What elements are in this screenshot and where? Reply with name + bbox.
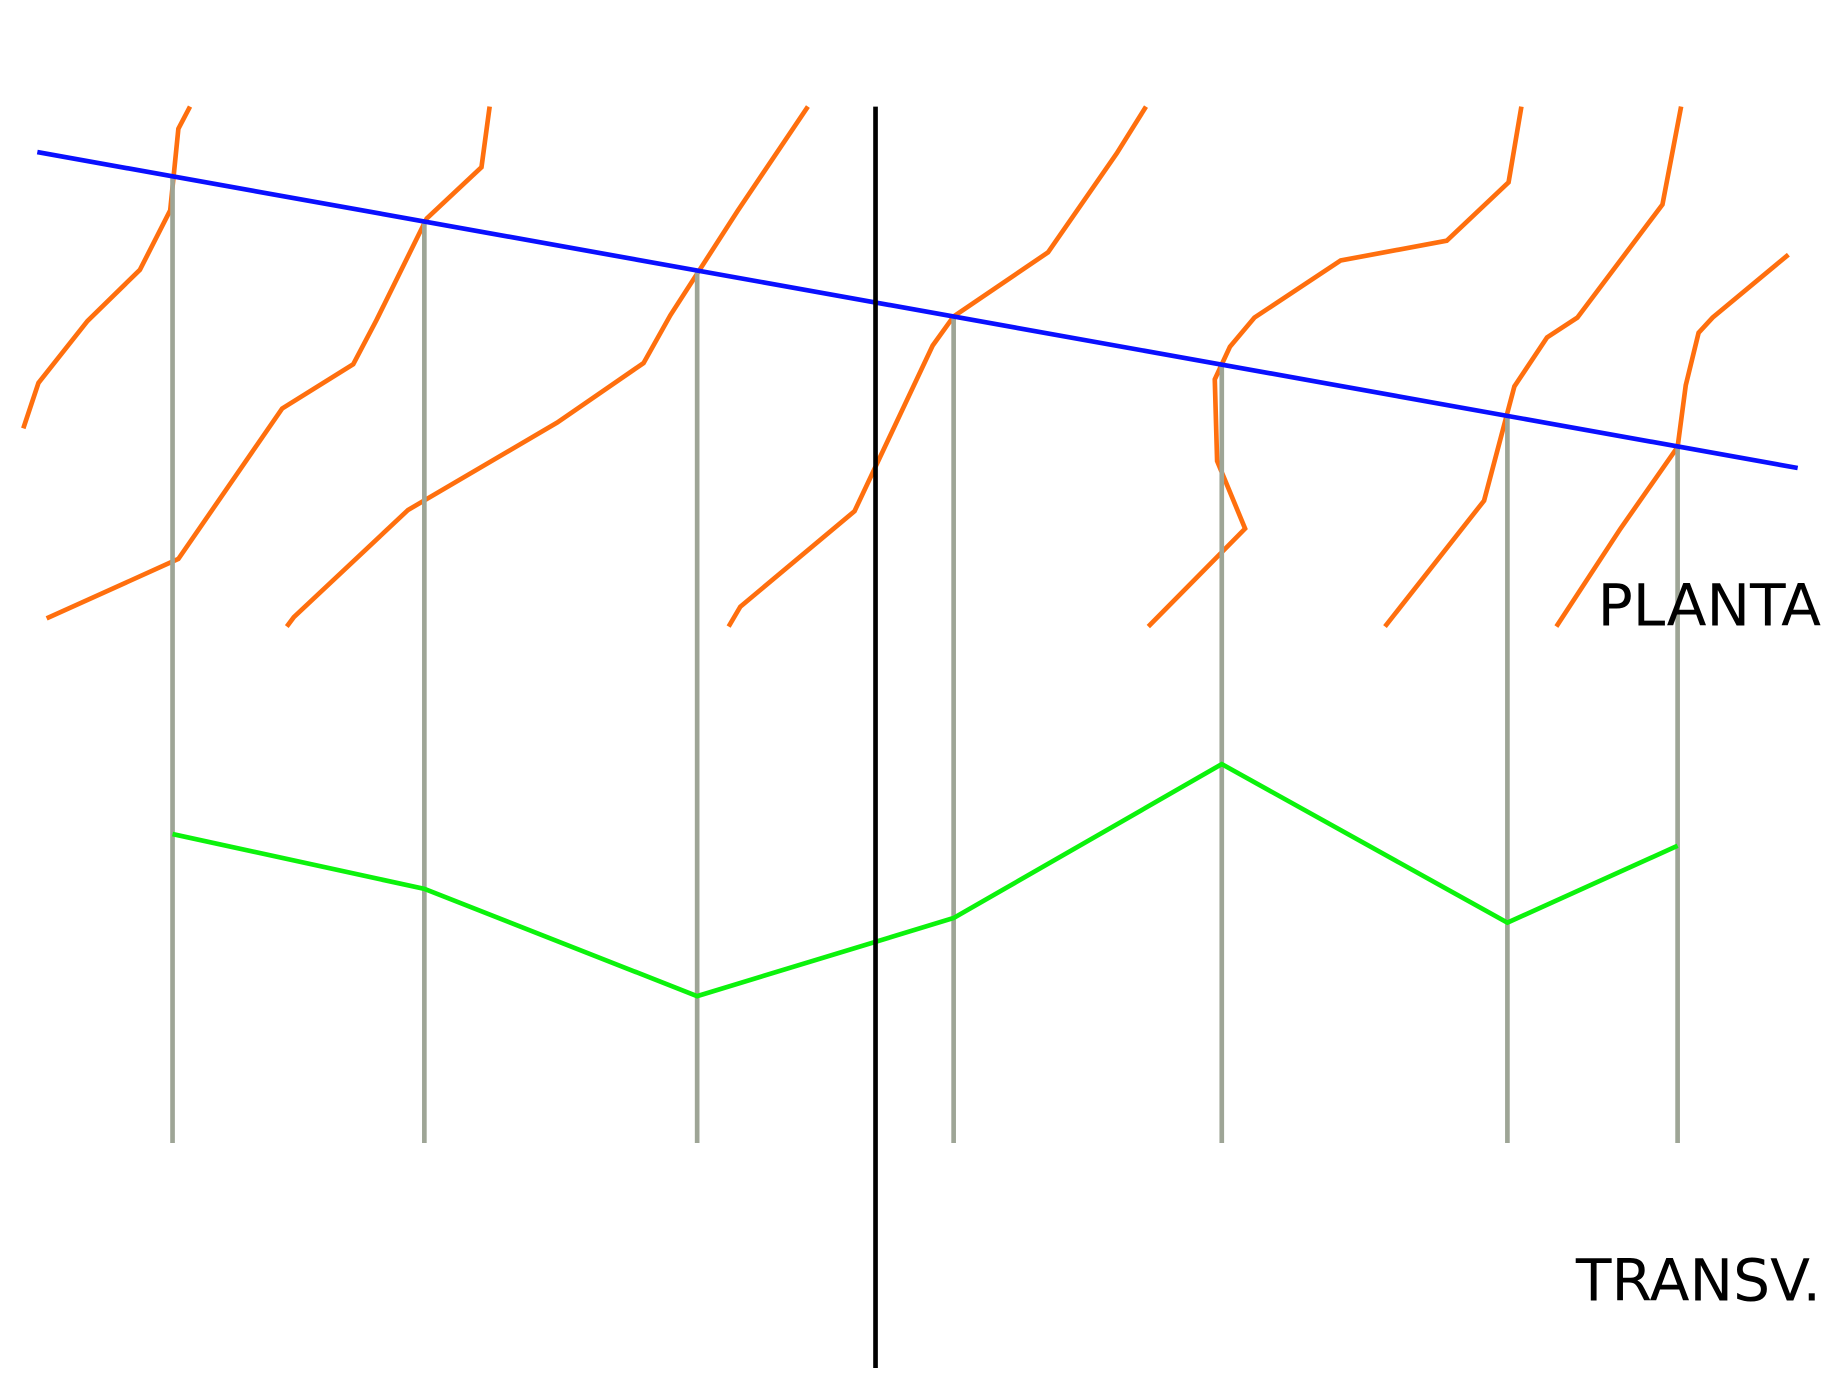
projection-lines xyxy=(170,176,1680,1144)
contour-line xyxy=(1146,106,1524,629)
section-line xyxy=(36,149,1799,471)
contours xyxy=(21,105,1790,629)
contour-line xyxy=(45,106,492,621)
contour-line xyxy=(284,105,810,628)
profile-line xyxy=(172,761,1679,999)
contour-line xyxy=(1383,106,1684,628)
section-label: TRANSV. xyxy=(1575,1246,1821,1314)
contour-line xyxy=(1554,252,1790,628)
contour-line xyxy=(726,105,1148,628)
plan-label: PLANTA xyxy=(1598,571,1821,639)
contour-line xyxy=(21,105,193,430)
